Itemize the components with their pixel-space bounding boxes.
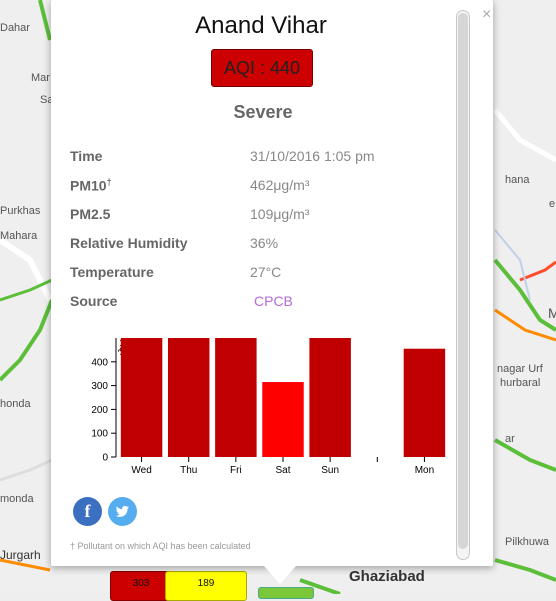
bar-Fri bbox=[215, 338, 257, 457]
label-temperature: Temperature bbox=[70, 264, 154, 280]
value-temperature: 27°C bbox=[250, 264, 282, 280]
map-label: monda bbox=[0, 493, 34, 505]
map-label: Mar bbox=[31, 72, 50, 84]
map-label: Jurgarh bbox=[0, 548, 41, 562]
close-icon[interactable]: × bbox=[482, 6, 492, 23]
map-label: honda bbox=[0, 398, 31, 410]
value-humidity: 36% bbox=[250, 235, 279, 251]
aqi-marker[interactable]: 189 bbox=[165, 571, 247, 601]
bar-Sun bbox=[309, 338, 351, 457]
source-link[interactable]: CPCB bbox=[254, 293, 293, 309]
bar-Wed bbox=[120, 338, 163, 457]
x-tick-label: Sat bbox=[275, 465, 290, 476]
popup-scrollbar[interactable] bbox=[456, 10, 470, 560]
popup-pointer bbox=[264, 566, 296, 584]
scrollbar-thumb[interactable] bbox=[458, 13, 468, 549]
label-time: Time bbox=[70, 148, 103, 164]
footnote: † Pollutant on which AQI has been calcul… bbox=[70, 541, 251, 551]
map-label: nagar Urf bbox=[497, 363, 543, 375]
station-name: Anand Vihar bbox=[195, 12, 327, 39]
value-time: 31/10/2016 1:05 pm bbox=[250, 148, 375, 164]
y-tick-label: 0 bbox=[102, 453, 108, 464]
y-tick-label: 300 bbox=[91, 381, 108, 392]
x-tick-label: Mon bbox=[415, 465, 434, 476]
bar-Thu bbox=[167, 338, 210, 457]
label-pm10-text: PM10 bbox=[70, 177, 107, 194]
aqi-marker[interactable] bbox=[258, 587, 314, 599]
label-pm25: PM2.5 bbox=[70, 206, 111, 222]
label-pm10: PM10† bbox=[70, 177, 112, 194]
twitter-bird-icon bbox=[115, 505, 129, 517]
bar-Mon bbox=[403, 348, 446, 457]
aqi-category: Severe bbox=[233, 102, 293, 122]
y-tick-label: 100 bbox=[91, 429, 108, 440]
x-tick-label: Wed bbox=[131, 465, 151, 476]
value-pm25: 109μg/m³ bbox=[250, 206, 310, 222]
x-tick-label: Fri bbox=[230, 465, 242, 476]
map-label: Purkhas bbox=[0, 205, 41, 217]
twitter-share-button[interactable] bbox=[108, 497, 137, 526]
map-label: e bbox=[549, 198, 556, 210]
map-label-city: Ghaziabad bbox=[349, 568, 425, 585]
value-pm10: 462μg/m³ bbox=[250, 177, 310, 193]
map-label: M bbox=[548, 305, 556, 321]
aqi-marker-value: 303 bbox=[132, 578, 150, 589]
map-label: ar bbox=[505, 433, 515, 445]
map-label: hana bbox=[505, 174, 530, 186]
bar-Sat bbox=[262, 382, 304, 457]
y-tick-label: 400 bbox=[91, 357, 108, 368]
map-label: hurbaral bbox=[500, 377, 541, 389]
map-label: Mahara bbox=[0, 230, 38, 242]
station-popup bbox=[51, 0, 493, 566]
y-tick-label: 200 bbox=[91, 405, 108, 416]
facebook-share-button[interactable]: f bbox=[73, 497, 102, 526]
map-label: Sa bbox=[40, 94, 54, 106]
aqi-marker[interactable]: 303 bbox=[110, 571, 172, 601]
aqi-badge: AQI : 440 bbox=[211, 49, 313, 87]
map-label: Pilkhuwa bbox=[505, 536, 550, 548]
value-source-wrap: CPCB bbox=[254, 293, 293, 309]
map-label: Dahar bbox=[0, 22, 30, 34]
aqi-marker-value: 189 bbox=[197, 578, 215, 589]
x-tick-label: Sun bbox=[321, 465, 339, 476]
label-humidity: Relative Humidity bbox=[70, 235, 188, 251]
label-source: Source bbox=[70, 293, 118, 309]
x-tick-label: Thu bbox=[180, 465, 197, 476]
aqi-history-chart: 0100200300400AQIWedThuFriSatSunMon bbox=[91, 338, 446, 476]
pm10-dagger: † bbox=[106, 177, 112, 187]
